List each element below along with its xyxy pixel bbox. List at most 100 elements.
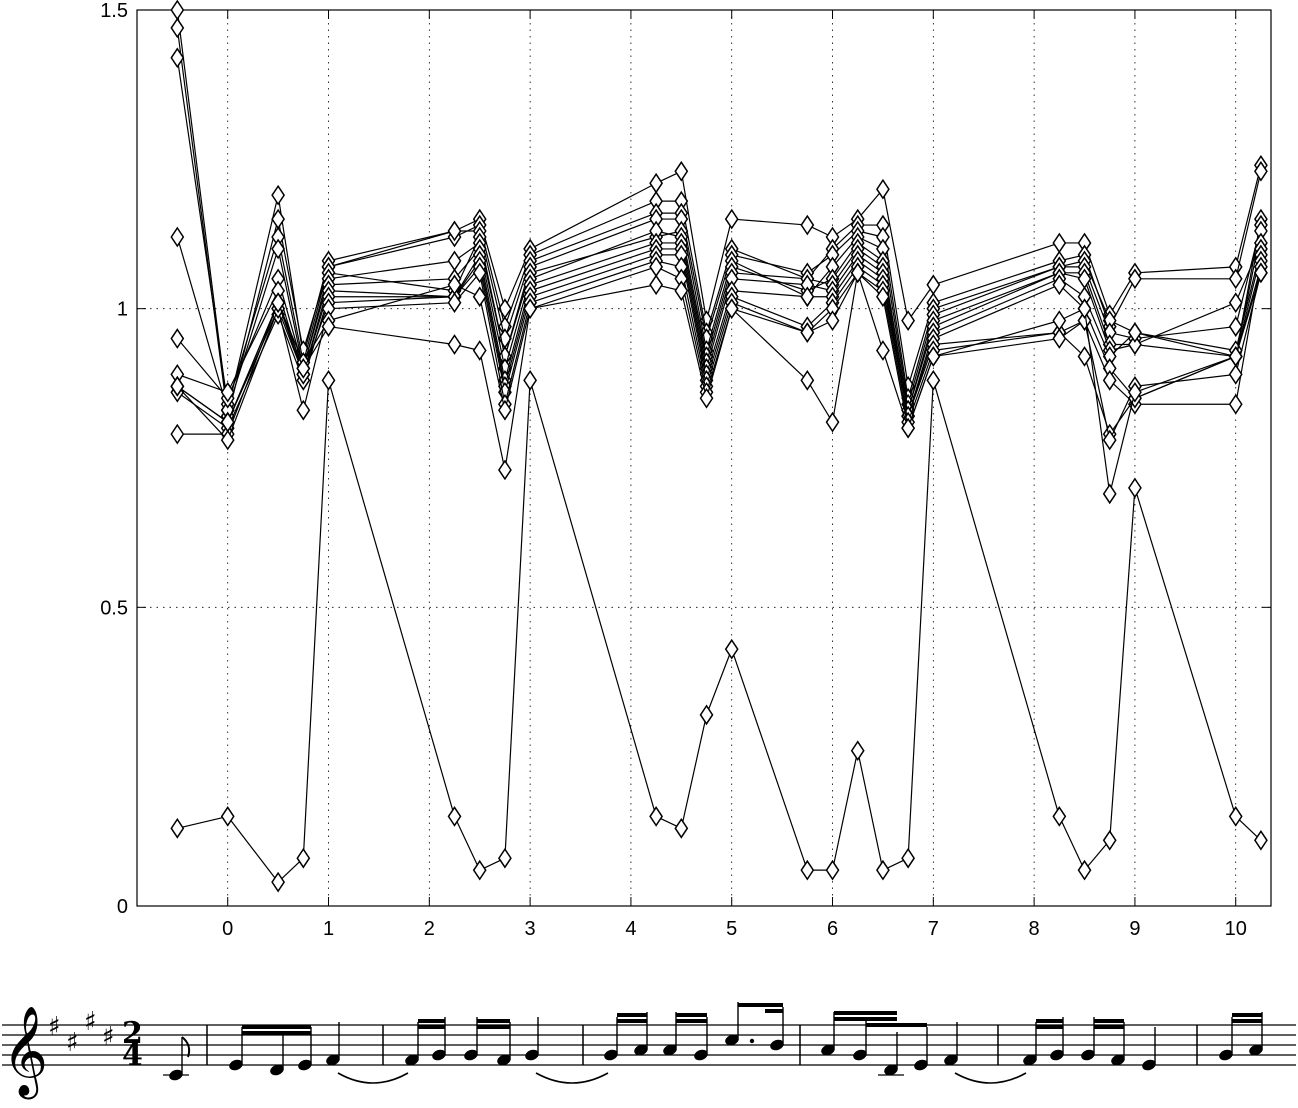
data-point — [271, 238, 286, 260]
series-12 — [170, 262, 1268, 505]
grid-lines — [137, 10, 1271, 906]
note-head — [1023, 1054, 1037, 1066]
treble-clef-icon: 𝄞 — [2, 1006, 48, 1100]
y-tick-label: 0.5 — [100, 597, 128, 619]
data-point — [296, 358, 311, 379]
data-point — [1052, 806, 1067, 827]
data-point — [1228, 346, 1243, 367]
data-point — [724, 208, 739, 230]
series-13 — [170, 369, 1268, 893]
data-point — [271, 292, 286, 314]
tie — [337, 1072, 409, 1084]
series-line — [177, 379, 1262, 883]
time-signature-top: 2 — [122, 1016, 143, 1051]
data-point — [523, 369, 538, 391]
data-point — [1228, 292, 1243, 314]
data-point — [850, 262, 865, 284]
data-point — [170, 817, 185, 839]
data-point — [170, 328, 185, 349]
tick-labels: 0 1 2 3 4 5 6 7 8 9 10 0 0.5 1 1.5 — [100, 0, 1247, 940]
music-score: 𝄞 ♯ ♯ ♯ ♯ 2 4 — [2, 1002, 1296, 1100]
data-point — [321, 369, 336, 391]
svg-text:♯: ♯ — [48, 1012, 61, 1042]
note-head — [853, 1049, 867, 1061]
data-point — [674, 160, 689, 182]
data-point — [901, 310, 916, 331]
data-point — [472, 286, 487, 308]
data-point — [296, 399, 311, 421]
data-point — [1228, 393, 1243, 415]
note-head — [1219, 1049, 1233, 1061]
data-point — [271, 871, 286, 893]
data-point — [1228, 268, 1243, 290]
data-point — [1128, 334, 1142, 355]
data-point — [1254, 262, 1268, 284]
series-5 — [170, 220, 1268, 421]
data-point — [1052, 232, 1067, 254]
data-point — [220, 806, 235, 827]
data-point — [498, 847, 512, 869]
data-point — [1128, 268, 1142, 290]
note-head — [229, 1059, 243, 1071]
note-head — [497, 1054, 511, 1066]
axis-ticks — [137, 9, 1271, 907]
data-point — [1128, 322, 1142, 343]
note-head — [298, 1059, 312, 1071]
svg-text:𝄞: 𝄞 — [2, 1006, 48, 1100]
data-point — [800, 859, 815, 881]
time-signature-bottom: 4 — [122, 1038, 143, 1073]
x-tick-label: 7 — [928, 918, 939, 940]
note-head — [1111, 1054, 1125, 1066]
x-tick-label: 4 — [625, 918, 636, 940]
note-head — [326, 1054, 340, 1066]
data-point — [447, 220, 462, 242]
data-point — [825, 859, 840, 881]
data-point — [876, 859, 890, 881]
data-point — [649, 274, 664, 296]
data-point — [271, 184, 286, 206]
note-flag — [181, 1036, 191, 1058]
data-point — [876, 178, 890, 200]
data-point — [1052, 274, 1067, 296]
plot-frame — [136, 9, 1272, 907]
data-point — [926, 369, 941, 391]
data-point — [498, 399, 512, 421]
x-tick-label: 6 — [827, 918, 838, 940]
data-point — [674, 817, 689, 839]
note-head — [725, 1034, 739, 1046]
data-point — [800, 369, 815, 391]
svg-text:♯: ♯ — [66, 1028, 79, 1058]
note-head — [1142, 1059, 1156, 1071]
x-tick-label: 8 — [1029, 918, 1040, 940]
data-point — [1102, 829, 1117, 851]
series-group — [170, 0, 1268, 893]
data-point — [1102, 483, 1117, 505]
note-head — [634, 1044, 648, 1056]
x-tick-label: 2 — [424, 918, 435, 940]
x-tick-label: 5 — [726, 918, 737, 940]
data-point — [800, 286, 815, 308]
data-point — [220, 411, 235, 433]
y-tick-label: 0 — [117, 896, 128, 918]
series-3 — [170, 47, 1268, 415]
series-line — [176, 218, 1262, 411]
data-point — [523, 298, 538, 320]
data-point — [1077, 298, 1092, 320]
key-signature: ♯ ♯ ♯ ♯ — [48, 1007, 115, 1058]
x-tick-label: 1 — [323, 918, 334, 940]
data-point — [472, 340, 487, 361]
augmentation-dot — [749, 1038, 755, 1044]
data-point — [447, 250, 462, 272]
line-chart: 0 1 2 3 4 5 6 7 8 9 10 0 0.5 1 1.5 — [100, 0, 1272, 940]
note-head — [464, 1049, 478, 1061]
note-head — [432, 1049, 446, 1061]
note-head — [914, 1059, 928, 1071]
data-point — [296, 847, 311, 869]
data-point — [447, 274, 462, 296]
data-point — [447, 292, 462, 314]
data-point — [170, 17, 185, 39]
note-head — [770, 1039, 784, 1051]
data-point — [1077, 859, 1092, 881]
data-point — [724, 638, 739, 660]
x-tick-label: 9 — [1129, 918, 1140, 940]
